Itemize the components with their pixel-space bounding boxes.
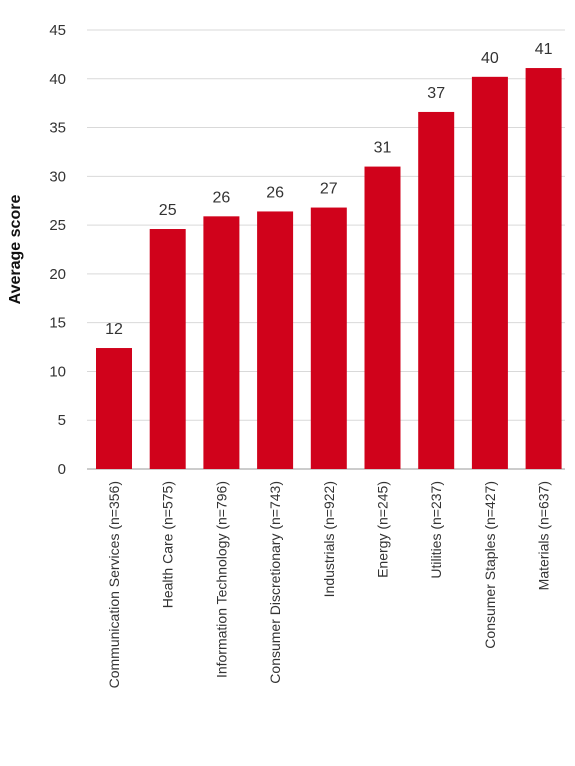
category-label: Communication Services (n=356) [106,481,122,688]
data-label: 37 [427,85,445,102]
data-label: 40 [481,50,499,67]
bar [364,166,401,470]
y-tick-label: 10 [49,363,66,380]
bars [96,68,562,470]
data-label: 41 [535,41,553,58]
category-label: Materials (n=637) [536,481,552,590]
data-label: 12 [105,321,123,338]
y-axis-label: Average score [7,195,24,305]
category-label: Energy (n=245) [375,481,391,578]
y-tick-label: 5 [58,412,66,429]
category-label: Health Care (n=575) [160,481,176,608]
y-tick-label: 20 [49,266,66,283]
category-labels: Communication Services (n=356) Health Car… [106,481,552,688]
y-tick-label: 30 [49,168,66,185]
category-label: Information Technology (n=796) [213,481,229,678]
category-label: Consumer Staples (n=427) [482,481,498,649]
y-tick-label: 25 [49,217,66,234]
category-label: Industrials (n=922) [321,481,337,597]
y-tick-label: 15 [49,315,66,332]
category-label: Utilities (n=237) [428,481,444,579]
bar [525,68,562,470]
bar [310,207,347,469]
category-label: Consumer Discretionary (n=743) [267,481,283,684]
data-label: 26 [213,189,231,206]
bar [471,76,508,470]
data-label: 31 [374,140,392,157]
bar [418,111,455,470]
data-label: 27 [320,181,338,198]
y-tick-label: 0 [58,461,66,478]
bar [149,229,186,469]
y-axis-ticks: 0 5 10 15 20 25 30 35 40 45 [49,22,66,478]
y-tick-label: 35 [49,120,66,137]
bar [96,348,132,469]
y-tick-label: 45 [49,22,66,39]
bar [203,216,240,469]
y-tick-label: 40 [49,71,66,88]
data-labels: 12 25 26 26 27 31 37 40 41 [105,41,552,338]
bar [257,211,294,469]
data-label: 26 [266,184,284,201]
data-label: 25 [159,202,177,219]
